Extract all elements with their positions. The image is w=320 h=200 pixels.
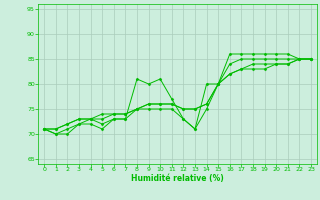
X-axis label: Humidité relative (%): Humidité relative (%) <box>131 174 224 183</box>
